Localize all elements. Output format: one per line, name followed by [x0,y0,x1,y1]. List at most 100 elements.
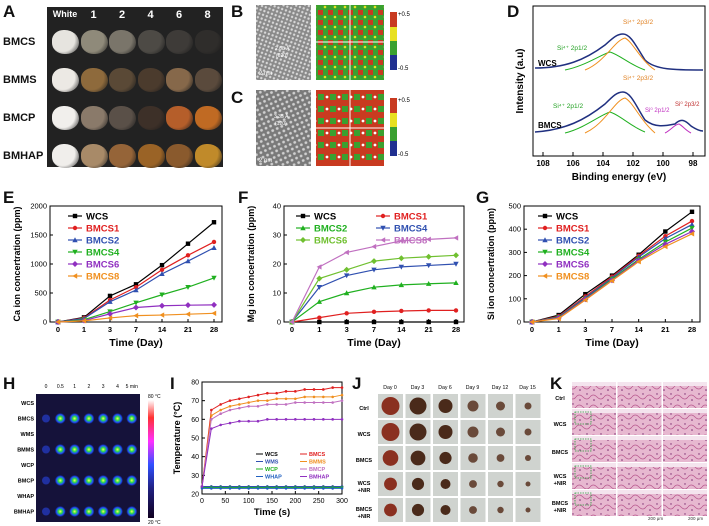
data-point [582,297,588,303]
data-point [426,319,431,325]
panel-label-g: G [476,188,490,207]
data-point [210,487,213,490]
powder-sample [166,144,193,168]
powder-row-bmhap: BMHAP [3,150,44,162]
wound-area [381,397,400,415]
data-point [453,252,459,259]
legend-label: BMCS4 [556,248,590,259]
x-tick-label: 21 [184,325,192,334]
xps-ylabel: Intensity (a.u) [515,48,526,113]
data-point [133,304,139,311]
data-point [159,271,165,277]
powder-row-bmms: BMMS [3,74,37,86]
y-tick-label: 50 [191,436,199,443]
data-point [371,258,377,265]
data-point [555,315,561,322]
powder-row-bmcp: BMCP [3,112,36,124]
histology-image [617,490,662,516]
temp-line-bmms [201,394,343,487]
wound-day-label: Day 9 [466,385,480,391]
powder-sample [109,144,136,168]
data-point [398,264,405,270]
x-tick-label: 100 [243,498,255,505]
thermal-time-label: 1 [73,384,76,390]
thermal-spot [42,445,50,454]
thermal-spot [112,506,123,517]
data-point [266,418,269,421]
thermal-spot [126,413,138,424]
data-point [303,395,306,399]
panel-label-e: E [3,188,15,207]
powder-sample [137,68,165,92]
legend-label: BMCS1 [86,224,120,235]
wound-day-label: Day 3 [411,385,425,391]
panel-b: B +0.5 -0.5 2.68 Å (020) 2 nm [228,0,438,85]
xps-xtick-label: 106 [566,159,580,168]
data-point [266,391,269,395]
legend-label: WCS [86,212,108,223]
thermal-time-label: 5 min [126,384,138,390]
thermal-spot [83,506,95,517]
histology-image [617,409,662,435]
histology-image [663,409,707,435]
wound-day-label: Day 0 [383,385,397,391]
powder-sample [194,68,222,92]
x-tick-label: 3 [583,325,587,334]
legend-label: WMS [265,460,279,466]
histology-surface [663,382,707,386]
data-point [529,319,535,325]
x-tick-label: 0 [56,325,60,334]
series-markers-bmcs2 [529,221,695,325]
powder-sample [166,68,193,92]
legend-label: BMCS [309,452,326,458]
y-axis-label: Temperature (°C) [172,402,182,474]
y-tick-label: 30 [273,231,281,240]
powder-sample [109,106,136,130]
wound-area [467,400,479,412]
histo-row-wcs-nir-b: +NIR [554,481,567,487]
data-point [399,308,404,314]
y-tick-label: 100 [508,294,521,303]
lattice-plane-b: (020) [276,53,288,59]
histology-image [617,436,662,462]
powder-sample [194,106,222,130]
data-point [316,275,323,282]
data-point [200,485,204,488]
powder-sample [80,30,108,54]
powder-sample [52,68,79,92]
data-point [238,487,241,490]
panel-f: F 0 10 20 30 40 0 1 3 7 14 21 28 WCS BMCS1 BMCS2 BMCS4 B… [236,188,472,363]
data-point [294,401,297,404]
legend-label: WCS [556,212,578,223]
powder-sample [52,106,79,130]
thermal-row-label: WCP [21,463,34,469]
thermal-row-label: BMMS [17,448,34,454]
data-point [340,487,344,490]
data-point [200,487,204,490]
wound-photos: Day 0 Day 3 Day 6 Day 9 Day 12 Day 15 Ctrl WC… [356,385,541,522]
data-point [55,319,61,325]
data-point [300,213,306,219]
data-point [228,421,232,425]
data-point [340,393,344,397]
histo-row-wcs-nir-a: WCS [554,474,567,480]
x-tick-label: 1 [557,325,561,334]
data-point [256,487,260,490]
powder-col-4: 6 [175,9,183,21]
series-markers-bmcs2 [289,280,459,325]
data-point [542,273,548,279]
x-tick-label: 21 [424,325,432,334]
legend-label: WHAP [265,475,282,481]
y-tick-label: 500 [508,202,521,211]
data-point [247,401,250,404]
data-point [425,236,431,243]
lattice-spacing-c: 3.35 Å [274,113,289,120]
data-point [689,218,695,224]
wound-area [409,423,427,441]
thermal-spot [126,444,138,455]
thermal-spot [54,413,66,424]
powder-sample [194,144,222,168]
legend-label: BMCS1 [556,224,590,235]
y-tick-label: 40 [273,202,281,211]
thermal-spot [97,444,109,455]
